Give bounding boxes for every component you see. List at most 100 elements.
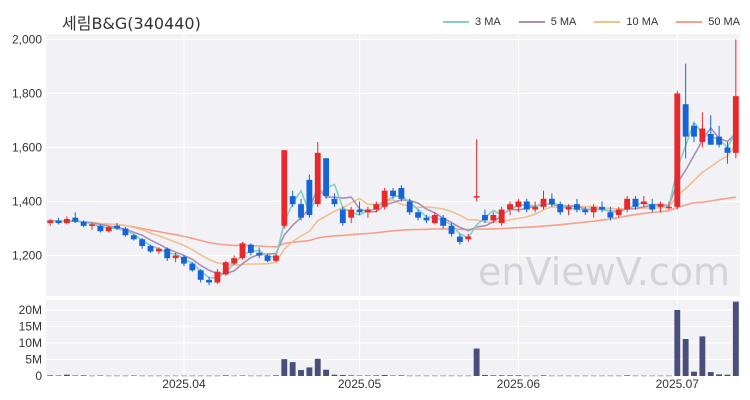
candle-body: [716, 136, 723, 145]
volume-bar: [540, 375, 547, 376]
volume-bar: [473, 348, 480, 376]
candle-body: [390, 190, 396, 197]
volume-bar: [364, 375, 371, 377]
ma50-line: [50, 196, 736, 248]
candle-body: [105, 227, 112, 232]
candle-body: [373, 204, 380, 210]
candle-body: [707, 133, 714, 145]
candle-body: [356, 209, 363, 213]
candle-body: [181, 256, 187, 264]
volume-bar: [289, 362, 296, 376]
legend-swatch-ma5: [518, 21, 545, 23]
volume-bar: [172, 375, 179, 377]
candle-body: [624, 198, 631, 210]
candle-body: [649, 204, 656, 210]
candle-body: [548, 198, 555, 205]
candle-body: [515, 201, 522, 207]
candle-body: [465, 236, 472, 240]
volume-bar: [323, 369, 330, 376]
volume-bar: [164, 375, 171, 377]
legend: 3 MA 5 MA 10 MA 50 MA: [443, 16, 740, 28]
candle-body: [691, 125, 697, 137]
price-plot-area: [46, 34, 740, 296]
candle-body: [674, 93, 681, 207]
volume-bar: [356, 375, 363, 377]
candle-body: [189, 263, 196, 271]
volume-bar: [582, 375, 589, 377]
candle-body: [431, 214, 438, 224]
candle-body: [323, 158, 330, 197]
legend-item-ma10[interactable]: 10 MA: [594, 16, 658, 28]
volume-bar: [440, 375, 447, 377]
candle-body: [415, 212, 422, 218]
volume-bar: [599, 375, 605, 377]
volume-bar: [72, 375, 79, 377]
volume-bar: [716, 374, 723, 376]
legend-swatch-ma10: [594, 21, 621, 23]
volume-bar: [548, 375, 555, 377]
legend-item-ma5[interactable]: 5 MA: [518, 16, 576, 28]
candle-body: [172, 255, 179, 259]
candle-body: [699, 128, 706, 143]
volume-bar: [498, 375, 505, 376]
volume-bar: [699, 336, 706, 376]
watermark: enViewV.com: [478, 250, 730, 294]
volume-bar: [331, 374, 338, 376]
candle-body: [406, 201, 413, 213]
candle-body: [557, 204, 564, 213]
candle-body: [122, 228, 129, 236]
volume-bar: [515, 375, 522, 376]
legend-item-ma3[interactable]: 3 MA: [443, 16, 501, 28]
candle-body: [72, 217, 79, 222]
volume-bar: [239, 375, 246, 377]
candle-body: [498, 209, 505, 224]
candle-body: [239, 243, 246, 259]
candle-body: [523, 201, 530, 210]
volume-bar: [615, 375, 622, 377]
candle-body: [247, 244, 254, 253]
volume-bar: [139, 375, 146, 377]
candle-body: [448, 225, 455, 234]
volume-bar: [55, 375, 62, 377]
candle-body: [306, 179, 313, 215]
candle-body: [423, 217, 430, 221]
legend-label-ma3: 3 MA: [475, 16, 501, 28]
price-tick-label: 1,800: [12, 86, 42, 100]
volume-bar: [314, 358, 321, 376]
volume-bar: [264, 375, 271, 377]
candle-body: [682, 104, 689, 137]
price-tick-label: 1,400: [12, 194, 42, 208]
candle-body: [147, 246, 154, 252]
volume-bars: [47, 301, 739, 377]
volume-bar: [130, 375, 137, 377]
volume-bar: [247, 375, 254, 377]
volume-tick-label: 15M: [19, 319, 42, 333]
volume-bar: [523, 375, 530, 377]
volume-bar: [624, 375, 631, 376]
volume-bar: [431, 375, 438, 377]
candle-body: [114, 225, 120, 229]
candle-body: [732, 96, 739, 153]
volume-bar: [197, 375, 204, 377]
volume-bar: [532, 375, 539, 377]
date-tick-label: 2025.05: [338, 377, 382, 391]
candle-body: [89, 224, 95, 226]
candle-body: [55, 220, 62, 224]
candle-body: [532, 206, 539, 210]
candle-body: [364, 209, 371, 213]
volume-bar: [590, 375, 597, 377]
date-tick-label: 2025.07: [656, 377, 700, 391]
volume-bar: [657, 375, 664, 377]
candle-body: [281, 150, 288, 226]
volume-bar: [214, 375, 221, 377]
candle-body: [314, 152, 321, 205]
volume-tick-label: 5M: [25, 352, 42, 366]
volume-bar: [465, 375, 472, 377]
volume-tick-label: 0: [35, 369, 42, 383]
volume-bar: [339, 375, 346, 376]
candle-body: [264, 255, 271, 261]
legend-item-ma50[interactable]: 50 MA: [676, 16, 740, 28]
volume-tick-label: 20M: [19, 303, 42, 317]
volume-bar: [381, 375, 388, 376]
volume-bar: [281, 359, 288, 376]
